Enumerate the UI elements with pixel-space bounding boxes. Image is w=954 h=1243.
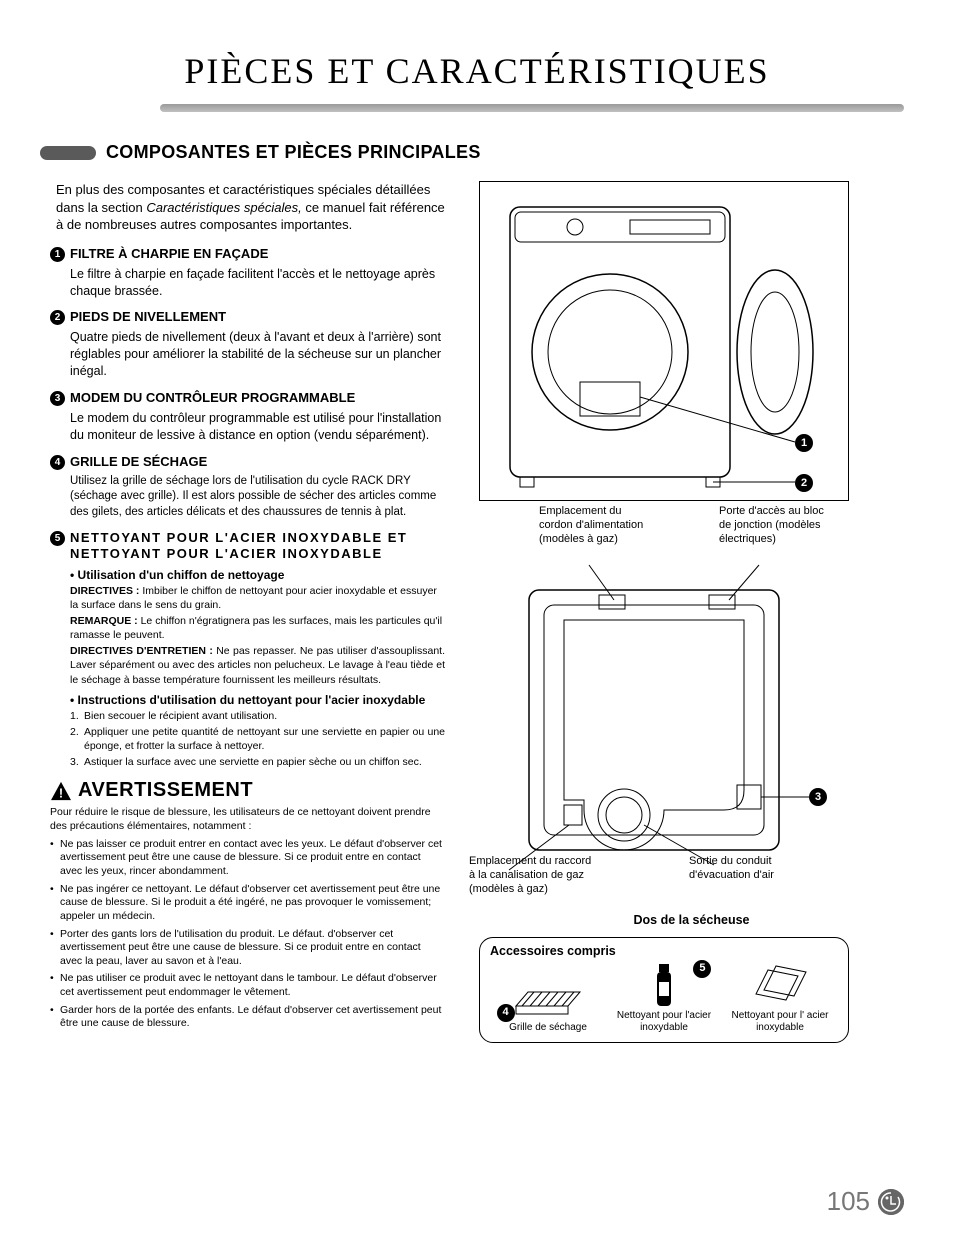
item-4-title: GRILLE DE SÉCHAGE <box>70 454 207 470</box>
item-5-entretien: DIRECTIVES D'ENTRETIEN : Ne pas repasser… <box>70 644 445 687</box>
item-5-steps: 1.Bien secouer le récipient avant utilis… <box>70 709 445 770</box>
section-bullet <box>40 146 96 160</box>
warn-bullet-4: Ne pas utiliser ce produit avec le netto… <box>60 972 445 999</box>
item-5-title: NETTOYANT POUR L'ACIER INOXYDABLE ET NET… <box>70 530 445 561</box>
num-circle-1: 1 <box>50 247 65 262</box>
num-circle-4: 4 <box>50 455 65 470</box>
acc-item-1: 4 Grille de séchage <box>491 974 606 1034</box>
cleaning-cloth-icon <box>723 962 838 1010</box>
warning-icon: ! <box>50 781 72 801</box>
page-number: 105 <box>827 1186 870 1217</box>
callout-4: 4 <box>497 1004 515 1022</box>
left-column: En plus des composantes et caractéristiq… <box>50 181 445 1043</box>
acc-item-2: 5 Nettoyant pour l'acier inoxydable <box>607 962 722 1034</box>
step-num-2: 2. <box>70 725 84 753</box>
item-5-remarque: REMARQUE : Le chiffon n'égratignera pas … <box>70 614 445 642</box>
accessories-box: Accessoires compris <box>479 937 849 1043</box>
item-3-title: MODEM DU CONTRÔLEUR PROGRAMMABLE <box>70 390 355 406</box>
warning-list: •Ne pas laisser ce produit entrer en con… <box>50 838 445 1031</box>
item-3: 3 MODEM DU CONTRÔLEUR PROGRAMMABLE Le mo… <box>50 390 445 444</box>
warning-header: ! AVERTISSEMENT <box>50 779 445 802</box>
item-4-body: Utilisez la grille de séchage lors de l'… <box>70 474 445 521</box>
remarque-label: REMARQUE : <box>70 615 141 627</box>
callout-1: 1 <box>795 434 813 452</box>
item-5: 5 NETTOYANT POUR L'ACIER INOXYDABLE ET N… <box>50 530 445 769</box>
item-5-sub1: • Utilisation d'un chiffon de nettoyage <box>70 568 445 582</box>
warning-intro: Pour réduire le risque de blessure, les … <box>50 806 445 833</box>
svg-text:!: ! <box>59 785 63 800</box>
warn-bullet-5: Garder hors de la portée des enfants. Le… <box>60 1004 445 1031</box>
right-column: 1 2 Emplacement du cordon d'alimentation… <box>469 181 904 1043</box>
warn-bullet-1: Ne pas laisser ce produit entrer en cont… <box>60 838 445 879</box>
label-gas: Emplacement du raccord à la canalisation… <box>469 855 599 896</box>
intro-emphasis: Caractéristiques spéciales, <box>146 200 301 215</box>
acc-item-3: Nettoyant pour l' acier inoxydable <box>723 962 838 1034</box>
section-title: COMPOSANTES ET PIÈCES PRINCIPALES <box>106 142 481 163</box>
header-rule <box>160 104 904 112</box>
step-2: Appliquer une petite quantité de nettoya… <box>84 725 445 753</box>
step-3: Astiquer la surface avec une serviette e… <box>84 755 422 769</box>
item-1-body: Le filtre à charpie en façade facilitent… <box>70 266 445 300</box>
warn-bullet-3: Porter des gants lors de l'utilisation d… <box>60 928 445 969</box>
accessories-title: Accessoires compris <box>490 944 838 958</box>
callout-3: 3 <box>809 788 827 806</box>
step-num-1: 1. <box>70 709 84 723</box>
directives-label: DIRECTIVES : <box>70 585 142 597</box>
acc-label-1: Grille de séchage <box>491 1022 606 1034</box>
item-3-body: Le modem du contrôleur programmable est … <box>70 410 445 444</box>
front-diagram: 1 2 <box>479 181 849 501</box>
label-exhaust: Sortie du conduit d'évacuation d'air <box>689 855 829 883</box>
callout-2: 2 <box>795 474 813 492</box>
item-5-sub2: • Instructions d'utilisation du nettoyan… <box>70 693 445 707</box>
dryer-front-svg <box>480 182 850 502</box>
item-2: 2 PIEDS DE NIVELLEMENT Quatre pieds de n… <box>50 309 445 380</box>
page-title: PIÈCES ET CARACTÉRISTIQUES <box>50 50 904 92</box>
step-num-3: 3. <box>70 755 84 769</box>
intro-paragraph: En plus des composantes et caractéristiq… <box>56 181 445 234</box>
item-4: 4 GRILLE DE SÉCHAGE Utilisez la grille d… <box>50 454 445 521</box>
step-1: Bien secouer le récipient avant utilisat… <box>84 709 277 723</box>
lg-logo-icon <box>878 1189 904 1215</box>
section-header: COMPOSANTES ET PIÈCES PRINCIPALES <box>50 142 904 163</box>
acc-label-2: Nettoyant pour l'acier inoxydable <box>607 1010 722 1034</box>
item-2-title: PIEDS DE NIVELLEMENT <box>70 309 226 325</box>
page-footer: 105 <box>827 1186 904 1217</box>
item-1: 1 FILTRE À CHARPIE EN FAÇADE Le filtre à… <box>50 246 445 300</box>
acc-label-3: Nettoyant pour l' acier inoxydable <box>723 1010 838 1034</box>
item-5-directives: DIRECTIVES : Imbiber le chiffon de netto… <box>70 584 445 612</box>
entretien-label: DIRECTIVES D'ENTRETIEN : <box>70 645 216 657</box>
dryer-rear-svg <box>469 505 859 905</box>
num-circle-2: 2 <box>50 310 65 325</box>
rear-caption: Dos de la sécheuse <box>479 913 904 927</box>
item-1-title: FILTRE À CHARPIE EN FAÇADE <box>70 246 268 262</box>
warn-bullet-2: Ne pas ingérer ce nettoyant. Le défaut d… <box>60 883 445 924</box>
num-circle-5: 5 <box>50 531 65 546</box>
warning-title: AVERTISSEMENT <box>78 779 253 802</box>
num-circle-3: 3 <box>50 391 65 406</box>
item-2-body: Quatre pieds de nivellement (deux à l'av… <box>70 329 445 380</box>
